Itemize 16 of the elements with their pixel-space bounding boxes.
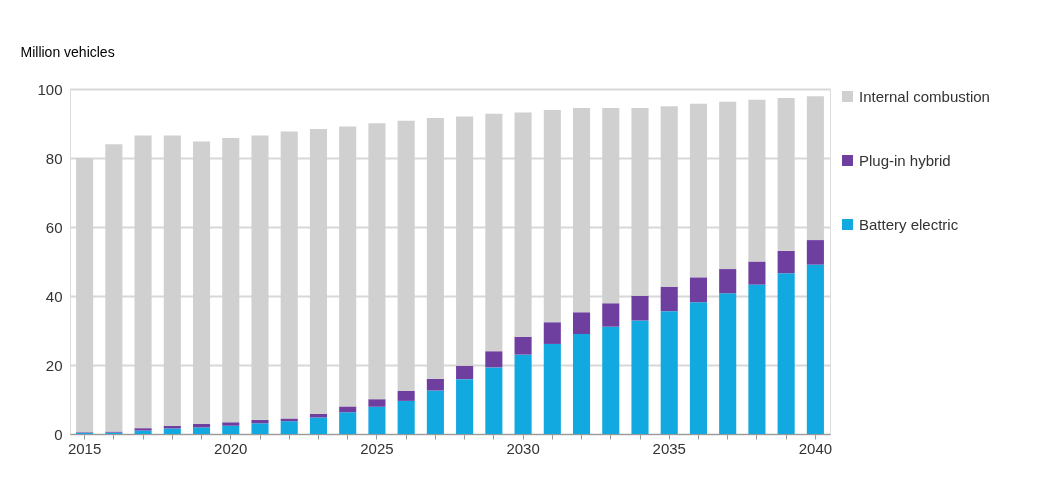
y-tick-label: 0 bbox=[54, 425, 63, 443]
y-tick-label: 20 bbox=[45, 356, 63, 374]
legend-label: Plug-in hybrid bbox=[859, 151, 951, 169]
x-tick-label: 2025 bbox=[360, 439, 394, 457]
x-tick-label: 2035 bbox=[652, 439, 686, 457]
x-tick-label: 2040 bbox=[798, 439, 833, 457]
legend-label: Battery electric bbox=[859, 215, 959, 233]
legend-label: Internal combustion bbox=[859, 87, 990, 105]
y-tick-label: 60 bbox=[45, 218, 63, 236]
y-axis-title: Million vehicles bbox=[20, 43, 115, 60]
x-tick-label: 2015 bbox=[67, 439, 102, 457]
x-tick-label: 2030 bbox=[506, 439, 540, 457]
y-tick-label: 100 bbox=[37, 80, 63, 98]
y-tick-label: 80 bbox=[45, 149, 63, 167]
x-tick-label: 2020 bbox=[214, 439, 248, 457]
y-tick-label: 40 bbox=[45, 287, 63, 305]
